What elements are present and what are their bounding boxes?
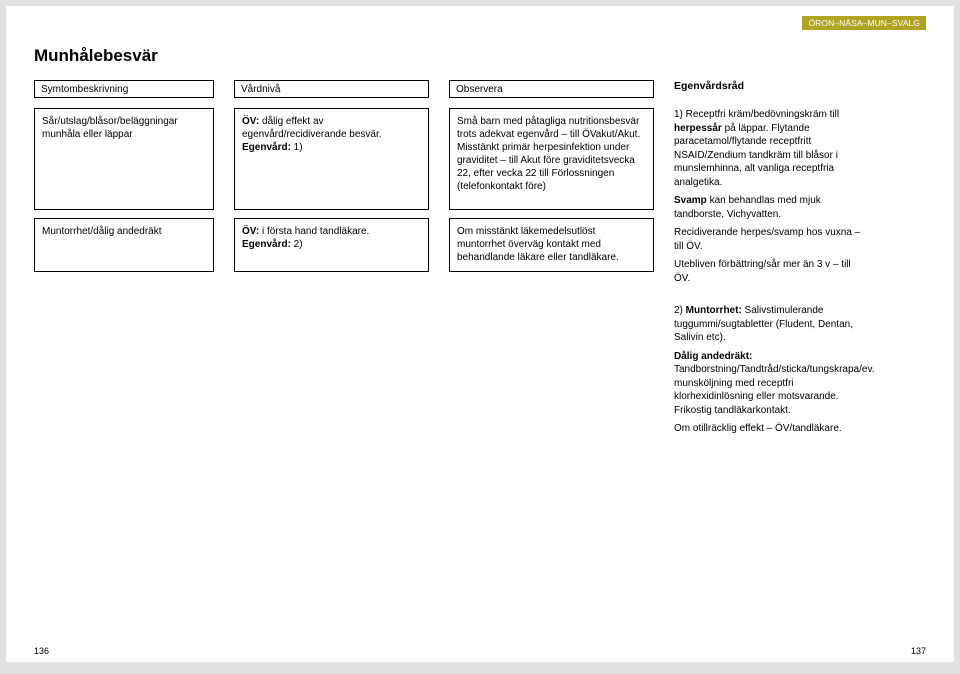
advice-text: Svamp kan behandlas med mjuk tandborste,…: [674, 194, 869, 221]
advice-text: Recidiverande herpes/svamp hos vuxna – t…: [674, 226, 869, 253]
symptom-cell: Sår/utslag/blåsor/beläggningar munhåla e…: [34, 108, 214, 210]
col-header-symptom: Symtombeskrivning: [34, 80, 214, 98]
col-header-care: Vårdnivå: [234, 80, 429, 98]
side-title: Egenvårdsråd: [674, 80, 869, 92]
advice-text: Om otillräcklig effekt – ÖV/tandläkare.: [674, 422, 869, 436]
care-cell: ÖV: dålig effekt av egenvård/recidiveran…: [234, 108, 429, 210]
section-tab: ÖRON–NÄSA–MUN–SVALG: [802, 16, 926, 30]
care-cell: ÖV: i första hand tandläkare.Egenvård: 2…: [234, 218, 429, 272]
symptom-cell: Muntorrhet/dålig andedräkt: [34, 218, 214, 272]
section-title: Munhålebesvär: [34, 46, 926, 66]
advice-text: 2) Muntorrhet: Salivstimulerande tuggumm…: [674, 304, 869, 345]
observe-cell: Om misstänkt läkemedelsutlöst muntorrhet…: [449, 218, 654, 272]
advice-text: 1) Receptfri kräm/bedövningskräm till he…: [674, 108, 869, 189]
content-grid: Symtombeskrivning Vårdnivå Observera Ege…: [34, 80, 926, 441]
document-page: ÖRON–NÄSA–MUN–SVALG Munhålebesvär Symtom…: [6, 6, 954, 662]
col-header-observe: Observera: [449, 80, 654, 98]
advice-text: Utebliven förbättring/sår mer än 3 v – t…: [674, 258, 869, 285]
advice-text: Dålig andedräkt: Tandborstning/Tandtråd/…: [674, 350, 869, 418]
observe-cell: Små barn med påtagliga nutritionsbesvär …: [449, 108, 654, 210]
page-number-left: 136: [34, 646, 49, 656]
page-number-right: 137: [911, 646, 926, 656]
side-advice-column: 1) Receptfri kräm/bedövningskräm till he…: [674, 108, 869, 441]
